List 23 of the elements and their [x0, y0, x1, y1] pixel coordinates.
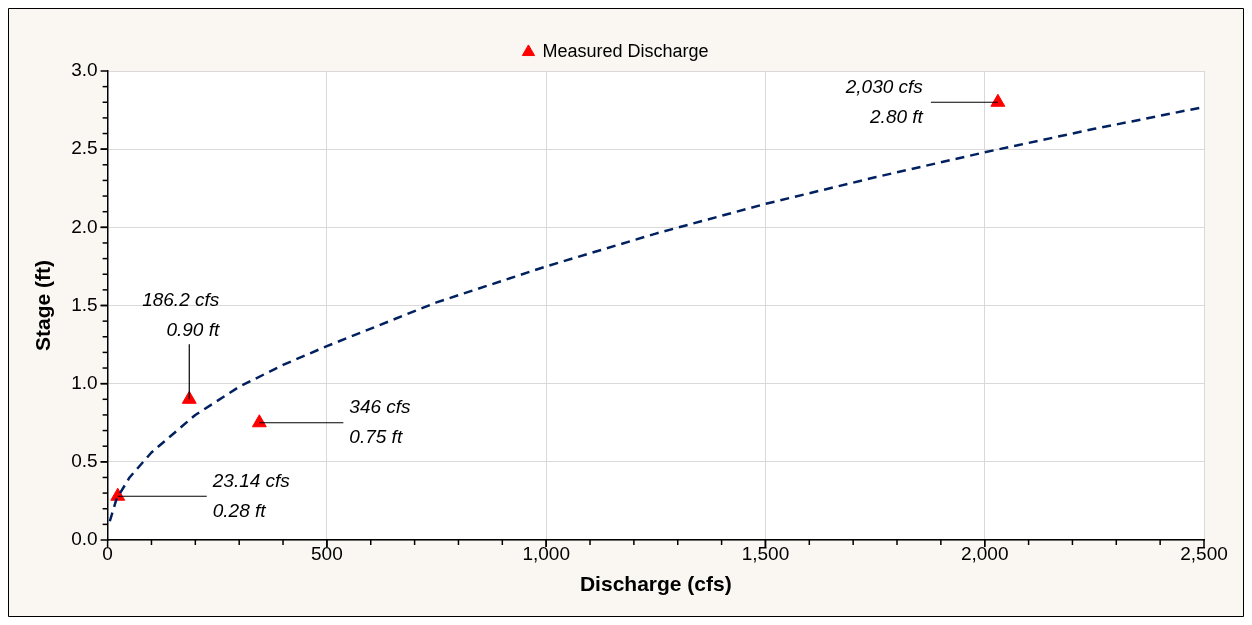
annotation: 186.2 cfs 0.90 ft: [142, 288, 220, 340]
x-tick-label: 1,500: [741, 542, 790, 564]
annotation: 346 cfs 0.75 ft: [349, 396, 412, 448]
y-tick-label: 0.0: [71, 528, 98, 550]
x-tick-label: 500: [311, 542, 343, 564]
annotation: 23.14 cfs 0.28 ft: [211, 469, 291, 521]
y-tick-label: 2.5: [71, 137, 98, 159]
x-tick-label: 0: [102, 542, 113, 564]
y-tick-label: 3.0: [71, 59, 98, 81]
y-axis-title: Stage (ft): [31, 260, 55, 351]
annotation: 2,030 cfs 2.80 ft: [844, 75, 924, 127]
legend-label: Measured Discharge: [542, 40, 709, 61]
x-tick-label: 1,000: [522, 542, 570, 564]
y-tick-label: 1.5: [71, 293, 98, 315]
x-tick-label: 2,500: [1180, 542, 1228, 564]
y-tick-label: 1.0: [71, 371, 98, 393]
point: [251, 414, 267, 428]
y-tick-label: 2.0: [71, 215, 98, 237]
point: [990, 93, 1006, 107]
y-tick-label: 0.5: [71, 450, 98, 472]
point: [181, 390, 197, 404]
x-axis-title: Discharge (cfs): [579, 572, 732, 596]
x-tick-label: 2,000: [960, 542, 1009, 564]
